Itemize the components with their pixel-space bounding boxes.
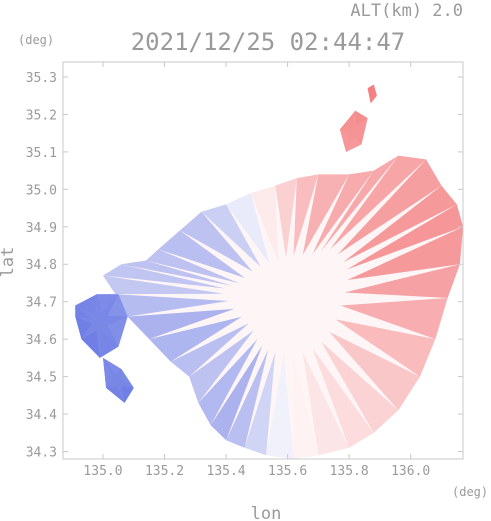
axis-ticks: 135.0 135.2 135.4 135.6 135.8 136.0 34.3 34.4 34… xyxy=(26,62,463,479)
region-cell xyxy=(226,193,270,264)
y-tick-label: 34.8 xyxy=(26,258,57,273)
y-axis-label: lat xyxy=(0,247,18,278)
chart-subtitle: ALT(km) 2.0 xyxy=(350,1,463,21)
x-tick-label: 135.6 xyxy=(268,464,307,479)
region-cell xyxy=(339,110,356,130)
region-cell xyxy=(81,330,100,358)
region-cell xyxy=(312,348,374,448)
x-unit-label: (deg) xyxy=(452,485,488,499)
region-cell xyxy=(370,95,377,104)
region-cell xyxy=(367,88,372,104)
region-south-west-blob xyxy=(103,357,134,403)
y-tick-label: 35.3 xyxy=(26,71,57,86)
region-cell xyxy=(121,260,233,286)
region-cell xyxy=(320,341,399,433)
y-tick-label: 34.6 xyxy=(26,333,57,348)
region-cell xyxy=(107,294,128,317)
region-cell xyxy=(103,357,122,375)
region-cell xyxy=(121,386,134,403)
region-cell xyxy=(275,178,297,258)
region-cell xyxy=(329,331,420,411)
x-tick-label: 135.2 xyxy=(145,464,184,479)
region-cell xyxy=(339,129,351,152)
region-cell xyxy=(346,204,463,270)
y-tick-label: 35.2 xyxy=(26,108,57,123)
region-cell xyxy=(115,294,229,317)
region-west-blobs xyxy=(75,294,128,358)
region-cell xyxy=(367,84,374,91)
region-cell xyxy=(340,297,448,340)
region-north-island xyxy=(339,110,368,152)
region-cell xyxy=(355,110,368,126)
region-cell xyxy=(99,332,119,358)
y-tick-label: 34.3 xyxy=(26,446,57,461)
region-cell xyxy=(335,319,436,377)
region-cell xyxy=(302,174,350,256)
region-cell xyxy=(103,264,226,289)
x-tick-label: 136.0 xyxy=(391,464,430,479)
x-tick-label: 135.4 xyxy=(207,464,246,479)
region-cell xyxy=(266,354,294,459)
region-far-north xyxy=(367,84,377,104)
region-cell xyxy=(106,386,125,403)
region-cell xyxy=(179,211,253,272)
region-cell xyxy=(121,369,134,388)
x-tick-label: 135.0 xyxy=(83,464,122,479)
y-tick-label: 34.7 xyxy=(26,296,57,311)
region-cell xyxy=(346,136,362,152)
region-cell xyxy=(158,230,246,279)
y-tick-label: 34.4 xyxy=(26,408,57,423)
x-tick-label: 135.8 xyxy=(330,464,369,479)
y-tick-label: 34.5 xyxy=(26,371,57,386)
region-cell xyxy=(149,316,242,362)
y-tick-label: 35.0 xyxy=(26,183,57,198)
y-tick-label: 35.1 xyxy=(26,146,57,161)
region-cell xyxy=(373,84,377,96)
x-axis-label: lon xyxy=(251,504,282,521)
region-cell xyxy=(250,185,278,261)
region-main xyxy=(103,155,463,459)
chart-title: 2021/12/25 02:44:47 xyxy=(131,28,406,56)
region-cell xyxy=(357,118,368,145)
y-unit-label: (deg) xyxy=(18,33,54,47)
plot-frame xyxy=(62,61,464,460)
region-cell xyxy=(201,204,261,267)
velocity-field xyxy=(75,84,463,459)
region-cell xyxy=(320,155,399,252)
region-cell xyxy=(103,357,114,388)
region-cell xyxy=(107,316,128,347)
region-cell xyxy=(75,305,91,318)
region-cell xyxy=(75,316,92,340)
region-cell xyxy=(244,352,276,456)
region-cell xyxy=(312,170,374,255)
region-cell xyxy=(210,345,263,441)
region-cell xyxy=(302,352,350,456)
region-cell xyxy=(330,155,427,250)
region-cell xyxy=(96,294,119,312)
region-cell xyxy=(292,354,319,459)
region-cell xyxy=(344,264,460,298)
region-cell xyxy=(75,294,97,314)
region-cell xyxy=(103,275,225,295)
region-cell xyxy=(189,330,254,403)
region-cell xyxy=(127,308,235,340)
region-cell xyxy=(347,226,463,280)
region-cell xyxy=(337,159,442,255)
region-cell xyxy=(293,174,319,256)
y-tick-label: 34.9 xyxy=(26,221,57,236)
region-cell xyxy=(226,349,269,448)
region-cell xyxy=(170,323,249,377)
region-cell xyxy=(343,185,457,263)
region-cell xyxy=(146,249,240,284)
region-cell xyxy=(198,338,258,426)
